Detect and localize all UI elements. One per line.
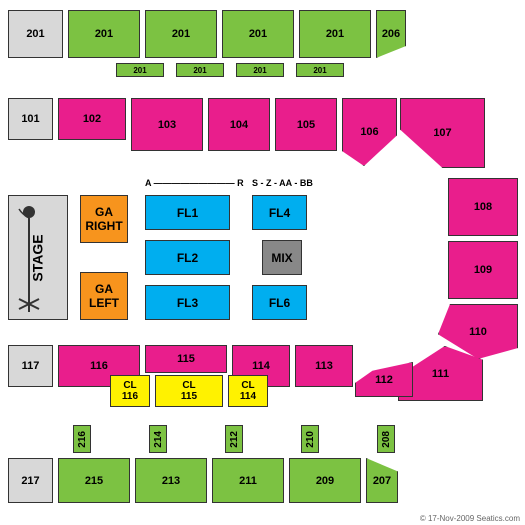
stage: STAGE xyxy=(8,195,68,320)
section-206[interactable]: 206 xyxy=(376,10,406,58)
section-107[interactable]: 107 xyxy=(400,98,485,168)
section-201[interactable]: 201 xyxy=(222,10,294,58)
row-labels-left: A ————————— R xyxy=(145,178,244,188)
section-210[interactable]: 210 xyxy=(301,425,319,453)
section-104[interactable]: 104 xyxy=(208,98,270,151)
section-mix[interactable]: MIX xyxy=(262,240,302,275)
section-201[interactable]: 201 xyxy=(296,63,344,77)
section-112[interactable]: 112 xyxy=(355,362,413,397)
section-113[interactable]: 113 xyxy=(295,345,353,387)
section-201[interactable]: 201 xyxy=(145,10,217,58)
section-fl6[interactable]: FL6 xyxy=(252,285,307,320)
section-101[interactable]: 101 xyxy=(8,98,53,140)
section-103[interactable]: 103 xyxy=(131,98,203,151)
section-216[interactable]: 216 xyxy=(73,425,91,453)
section-208[interactable]: 208 xyxy=(377,425,395,453)
section-117[interactable]: 117 xyxy=(8,345,53,387)
section-214[interactable]: 214 xyxy=(149,425,167,453)
section-201[interactable]: 201 xyxy=(176,63,224,77)
section-213[interactable]: 213 xyxy=(135,458,207,503)
copyright-footer: © 17-Nov-2009 Seatics.com xyxy=(420,514,520,523)
section-109[interactable]: 109 xyxy=(448,241,518,299)
section-108[interactable]: 108 xyxy=(448,178,518,236)
section-215[interactable]: 215 xyxy=(58,458,130,503)
section-211[interactable]: 211 xyxy=(212,458,284,503)
section-fl2[interactable]: FL2 xyxy=(145,240,230,275)
section-212[interactable]: 212 xyxy=(225,425,243,453)
section-fl3[interactable]: FL3 xyxy=(145,285,230,320)
section-cl-114[interactable]: CL 114 xyxy=(228,375,268,407)
section-201[interactable]: 201 xyxy=(116,63,164,77)
section-cl-115[interactable]: CL 115 xyxy=(155,375,223,407)
section-ga-left[interactable]: GA LEFT xyxy=(80,272,128,320)
section-207[interactable]: 207 xyxy=(366,458,398,503)
section-217[interactable]: 217 xyxy=(8,458,53,503)
row-labels-right: S - Z - AA - BB xyxy=(252,178,313,188)
section-201[interactable]: 201 xyxy=(8,10,63,58)
section-201[interactable]: 201 xyxy=(68,10,140,58)
section-106[interactable]: 106 xyxy=(342,98,397,166)
section-cl-116[interactable]: CL 116 xyxy=(110,375,150,407)
section-201[interactable]: 201 xyxy=(299,10,371,58)
section-fl1[interactable]: FL1 xyxy=(145,195,230,230)
section-105[interactable]: 105 xyxy=(275,98,337,151)
section-ga-right[interactable]: GA RIGHT xyxy=(80,195,128,243)
section-115[interactable]: 115 xyxy=(145,345,227,373)
section-fl4[interactable]: FL4 xyxy=(252,195,307,230)
section-201[interactable]: 201 xyxy=(236,63,284,77)
section-209[interactable]: 209 xyxy=(289,458,361,503)
seating-chart-container: { "colors": { "green": "#7cc242", "pink"… xyxy=(0,0,525,525)
section-102[interactable]: 102 xyxy=(58,98,126,140)
microphone-icon xyxy=(14,204,49,314)
